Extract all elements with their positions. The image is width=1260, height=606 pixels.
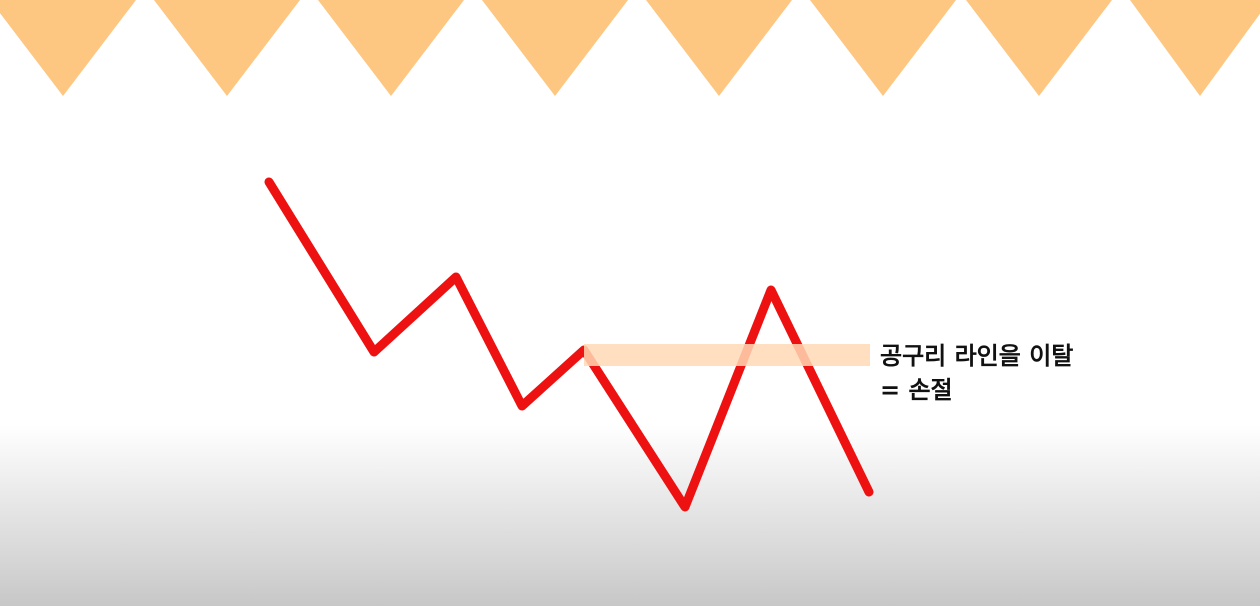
annotation-line-1: 공구리 라인을 이탈 — [880, 342, 1074, 370]
neckline-band — [584, 344, 870, 366]
top-triangle — [482, 0, 628, 96]
top-triangle — [810, 0, 956, 96]
top-triangle — [966, 0, 1112, 96]
top-triangle — [0, 0, 136, 96]
annotation-caption: 공구리 라인을 이탈 = 손절 — [880, 339, 1210, 407]
top-triangle — [1130, 0, 1260, 96]
annotation-line-2: = 손절 — [880, 376, 953, 404]
price-zigzag-line — [264, 177, 874, 512]
top-triangle — [646, 0, 792, 96]
top-triangle — [318, 0, 464, 96]
top-triangle — [154, 0, 300, 96]
top-triangle-border — [0, 0, 1260, 96]
